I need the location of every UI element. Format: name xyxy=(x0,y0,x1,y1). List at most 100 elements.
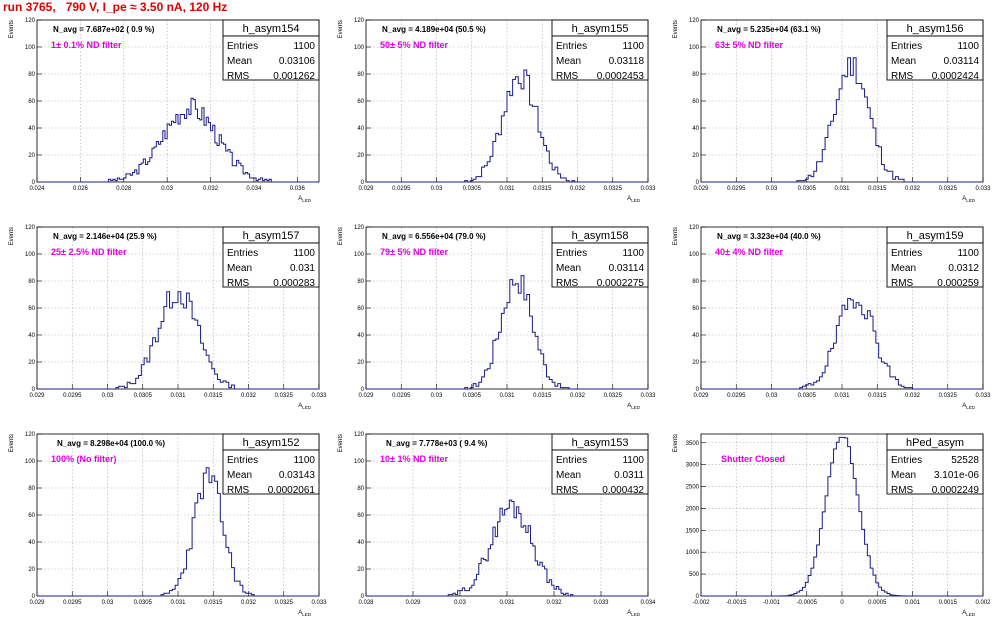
stats-value-entries: 1100 xyxy=(622,248,644,259)
y-tick-label: 80 xyxy=(357,72,364,78)
y-axis-title: Events xyxy=(338,434,344,452)
y-tick-label: 120 xyxy=(25,432,36,438)
x-tick-label: 0.032 xyxy=(905,393,921,399)
stats-key-mean: Mean xyxy=(891,470,916,481)
x-tick-label: 0.0315 xyxy=(204,600,223,606)
x-axis-title: ALED xyxy=(962,610,976,617)
y-tick-label: 60 xyxy=(28,99,35,105)
x-axis-title: ALED xyxy=(298,403,312,410)
x-tick-label: 0.031 xyxy=(834,186,850,192)
stats-value-rms: 0.000259 xyxy=(937,278,979,289)
x-tick-label: 0.0325 xyxy=(275,600,294,606)
x-tick-label: 0.031 xyxy=(499,600,515,606)
y-tick-label: 100 xyxy=(689,45,700,51)
x-tick-label: 0.034 xyxy=(246,186,262,192)
y-tick-label: 100 xyxy=(25,45,36,51)
y-tick-label: 20 xyxy=(28,567,35,573)
stats-box xyxy=(886,242,984,288)
y-tick-label: 100 xyxy=(25,459,36,465)
plot-frame xyxy=(700,433,984,597)
y-tick-label: 40 xyxy=(28,333,35,339)
y-tick-label: 40 xyxy=(28,126,35,132)
filter-label: 1± 0.1% ND filter xyxy=(51,40,122,50)
filter-label: 40± 4% ND filter xyxy=(715,247,783,257)
histogram-panel-h_asym153: 0.028 0.029 0.03 0.031 0.032 0.033 0.034 0 20 40 6… xyxy=(338,432,656,617)
x-tick-label: 0.026 xyxy=(73,186,89,192)
x-axis-title: ALED xyxy=(298,610,312,617)
x-tick-label: 0.0295 xyxy=(63,393,82,399)
stats-key-mean: Mean xyxy=(556,56,581,67)
x-tick-label: 0.033 xyxy=(593,600,609,606)
x-axis-title-main: A xyxy=(298,610,302,616)
x-tick-label: 0.03 xyxy=(102,600,114,606)
y-tick-label: 60 xyxy=(692,99,699,105)
stats-value-entries: 52528 xyxy=(951,455,979,466)
stats-title: h_asym158 xyxy=(572,230,629,242)
y-tick-label: 40 xyxy=(28,540,35,546)
x-tick-label: 0.0305 xyxy=(463,186,482,192)
stats-title: hPed_asym xyxy=(906,437,964,449)
plot-frame xyxy=(365,433,649,597)
y-tick-label: 3000 xyxy=(686,463,700,469)
y-axis-title: Events xyxy=(338,227,344,245)
histogram-line xyxy=(37,467,319,597)
y-tick-label: 40 xyxy=(357,333,364,339)
stats-title: h_asym159 xyxy=(907,230,964,242)
n-avg-annotation: N_avg = 6.556e+04 (79.0 %) xyxy=(382,232,486,241)
y-tick-label: 0 xyxy=(32,387,36,393)
y-tick-label: 80 xyxy=(692,72,699,78)
y-tick-label: 20 xyxy=(357,567,364,573)
stats-box xyxy=(551,242,649,288)
x-tick-label: 0.032 xyxy=(570,186,586,192)
x-tick-label: 0.032 xyxy=(546,600,562,606)
x-tick-label: 0.029 xyxy=(693,393,709,399)
stats-value-mean: 0.03118 xyxy=(609,56,645,67)
x-axis-title-sub: LED xyxy=(302,405,312,410)
x-axis-title-sub: LED xyxy=(966,198,976,203)
x-axis-title: ALED xyxy=(627,403,641,410)
histogram-line xyxy=(366,275,648,390)
y-tick-label: 0 xyxy=(696,387,700,393)
stats-title: h_asym156 xyxy=(907,23,964,35)
x-axis-title-main: A xyxy=(627,610,631,616)
y-tick-label: 40 xyxy=(357,540,364,546)
x-tick-label: 0.034 xyxy=(640,600,656,606)
y-tick-label: 80 xyxy=(28,72,35,78)
x-tick-label: -0.001 xyxy=(763,600,781,606)
y-tick-label: 40 xyxy=(357,126,364,132)
filter-label: 25± 2.5% ND filter xyxy=(51,247,127,257)
y-tick-label: 60 xyxy=(357,306,364,312)
histogram-panel-h_asym159: 0.029 0.0295 0.03 0.0305 0.031 0.0315 0.032 0.0… xyxy=(673,225,991,410)
stats-title: h_asym152 xyxy=(243,437,300,449)
y-tick-label: 80 xyxy=(28,279,35,285)
x-axis-title-sub: LED xyxy=(631,405,641,410)
stats-title: h_asym153 xyxy=(572,437,629,449)
x-tick-label: 0.0305 xyxy=(463,393,482,399)
plot-frame xyxy=(36,226,320,390)
x-tick-label: 0.03 xyxy=(102,393,114,399)
x-tick-label: 0.002 xyxy=(975,600,991,606)
plot-frame xyxy=(365,19,649,183)
x-tick-label: 0.033 xyxy=(311,393,327,399)
stats-value-entries: 1100 xyxy=(957,248,979,259)
y-tick-label: 120 xyxy=(689,225,700,231)
x-axis-title-sub: LED xyxy=(966,612,976,617)
x-axis-title-sub: LED xyxy=(302,612,312,617)
x-tick-label: 0.029 xyxy=(29,393,45,399)
x-axis-title-main: A xyxy=(962,610,966,616)
stats-key-entries: Entries xyxy=(227,455,258,466)
y-tick-label: 60 xyxy=(28,306,35,312)
x-tick-label: 0.029 xyxy=(693,186,709,192)
stats-box xyxy=(222,242,320,288)
y-tick-label: 2500 xyxy=(686,485,700,491)
stats-title: h_asym154 xyxy=(243,23,300,35)
y-tick-label: 100 xyxy=(354,45,365,51)
filter-label: 63± 5% ND filter xyxy=(715,40,783,50)
y-tick-label: 120 xyxy=(25,225,36,231)
x-axis-title-main: A xyxy=(627,196,631,202)
histogram-line xyxy=(366,69,648,183)
stats-value-entries: 1100 xyxy=(957,41,979,52)
x-tick-label: 0.031 xyxy=(170,600,186,606)
x-tick-label: 0 xyxy=(840,600,844,606)
